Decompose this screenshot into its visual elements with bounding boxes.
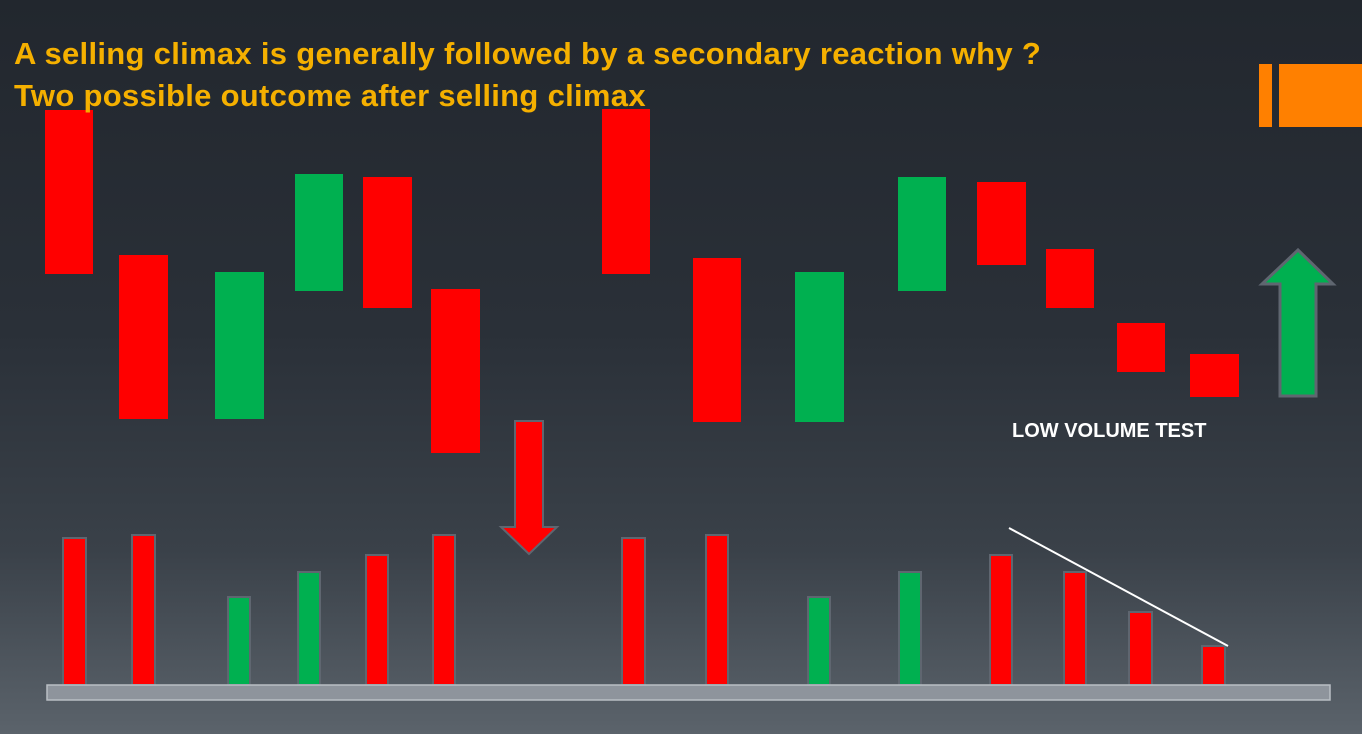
volume-bar-bearish <box>1128 611 1153 686</box>
up-arrow-icon <box>1258 247 1337 398</box>
volume-bar-bearish <box>131 534 156 686</box>
volume-bar-bearish <box>621 537 646 686</box>
volume-bar-bearish <box>705 534 729 686</box>
volume-bar-bullish <box>227 596 251 686</box>
candle-bearish <box>602 109 650 274</box>
title-line-1: A selling climax is generally followed b… <box>14 36 1042 71</box>
candle-bearish <box>119 255 168 419</box>
candle-bullish <box>215 272 264 419</box>
low-volume-test-label: LOW VOLUME TEST <box>1012 420 1207 442</box>
accent-bar-wide <box>1279 64 1362 127</box>
volume-bar-bearish <box>365 554 389 686</box>
volume-bar-bearish <box>1063 571 1087 686</box>
title-line-2: Two possible outcome after selling clima… <box>14 78 646 113</box>
candle-bearish <box>1046 249 1094 308</box>
volume-baseline-bar <box>46 684 1331 701</box>
candle-bearish <box>45 110 93 274</box>
candle-bearish <box>977 182 1026 265</box>
volume-bar-bullish <box>297 571 321 686</box>
candle-bullish <box>898 177 946 291</box>
candle-bearish <box>1190 354 1239 397</box>
candle-bearish <box>693 258 741 422</box>
volume-bar-bearish <box>432 534 456 686</box>
volume-trend-line <box>1008 527 1229 647</box>
candle-bullish <box>295 174 343 291</box>
volume-bar-bullish <box>807 596 831 686</box>
volume-bar-bearish <box>989 554 1013 686</box>
accent-bar-thin <box>1259 64 1272 127</box>
down-arrow-icon <box>498 420 560 556</box>
volume-bar-bearish <box>1201 645 1226 686</box>
volume-bar-bullish <box>898 571 922 686</box>
candle-bearish <box>363 177 412 308</box>
volume-bar-bearish <box>62 537 87 686</box>
candle-bearish <box>431 289 480 453</box>
candle-bearish <box>1117 323 1165 372</box>
candle-bullish <box>795 272 844 422</box>
